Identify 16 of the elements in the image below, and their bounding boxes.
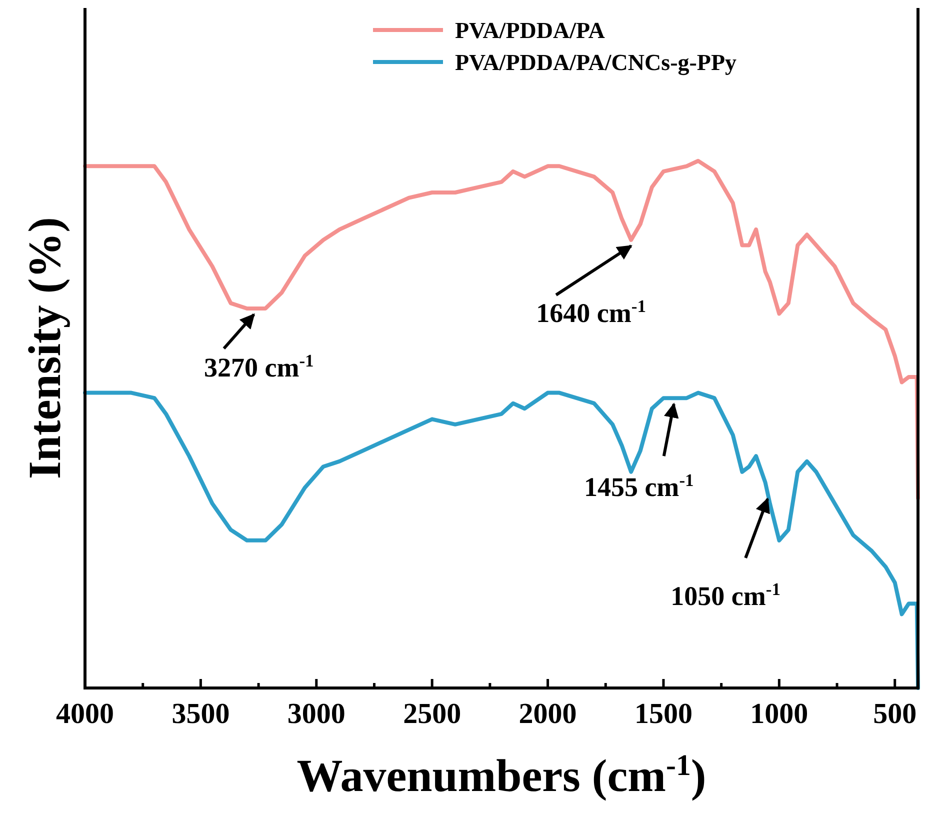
x-tick-label: 1000 bbox=[750, 698, 808, 730]
y-axis-title: Intensity (%) bbox=[19, 217, 70, 479]
legend-label: PVA/PDDA/PA/CNCs-g-PPy bbox=[455, 50, 738, 76]
legend-label: PVA/PDDA/PA bbox=[455, 18, 606, 43]
x-tick-label: 2500 bbox=[403, 698, 462, 730]
x-axis-title: Wavenumbers (cm$^{-1}$) bbox=[296, 748, 706, 801]
x-tick-label: 1500 bbox=[634, 698, 692, 730]
x-tick-label: 2000 bbox=[518, 698, 577, 730]
x-tick-label: 500 bbox=[873, 698, 917, 730]
annotation: 1050 cm$^{-1}$ bbox=[670, 578, 781, 611]
annotation: 1640 cm$^{-1}$ bbox=[536, 296, 646, 328]
annotation: 3270 cm$^{-1}$ bbox=[204, 350, 314, 382]
x-tick-label: 3000 bbox=[287, 698, 346, 730]
x-tick-label: 4000 bbox=[56, 698, 114, 730]
x-tick-label: 3500 bbox=[172, 698, 230, 730]
annotation: 1455 cm$^{-1}$ bbox=[584, 470, 694, 502]
